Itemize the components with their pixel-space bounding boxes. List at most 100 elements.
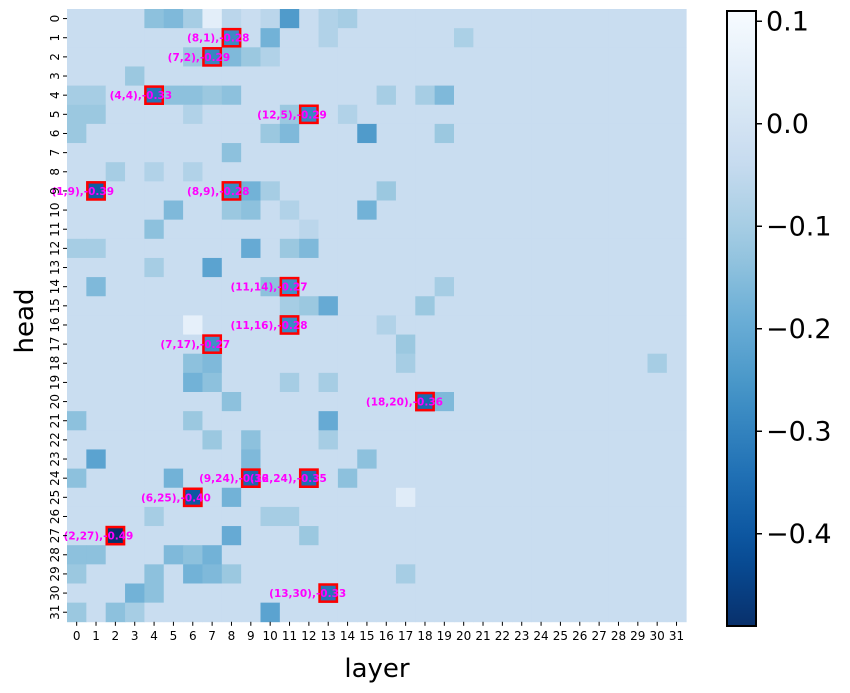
heatmap-cell: [144, 143, 165, 163]
heatmap-cell: [608, 162, 629, 182]
heatmap-cell: [531, 372, 552, 393]
heatmap-cell: [434, 564, 455, 584]
heatmap-cell: [221, 28, 242, 48]
heatmap-cell: [512, 238, 532, 259]
heatmap-cell: [86, 219, 107, 240]
heatmap-cell: [647, 123, 668, 144]
heatmap-cell: [67, 430, 87, 450]
heatmap-cell: [221, 392, 242, 412]
heatmap-cell: [647, 277, 668, 297]
heatmap-cell: [144, 353, 165, 374]
heatmap-cell: [434, 334, 455, 355]
y-tick-label: 29: [48, 566, 62, 581]
heatmap-cell: [67, 200, 87, 221]
heatmap-cell: [589, 219, 610, 240]
y-tick-label: 30: [48, 585, 62, 600]
heatmap-cell: [163, 296, 184, 316]
heatmap-cell: [473, 583, 494, 604]
heatmap-cell: [260, 411, 281, 431]
y-tick-label: 17: [48, 336, 62, 351]
heatmap-cell: [299, 602, 319, 623]
heatmap-cell: [570, 583, 590, 604]
heatmap-cell: [492, 564, 513, 584]
heatmap-cell: [589, 28, 610, 48]
heatmap-cell: [125, 104, 145, 125]
heatmap-cell: [105, 277, 126, 297]
heatmap-cell: [434, 353, 455, 374]
heatmap-cell: [666, 47, 687, 67]
heatmap-cell: [415, 143, 436, 163]
heatmap-cell: [628, 506, 648, 527]
heatmap-cell: [337, 564, 358, 584]
heatmap-cell: [647, 411, 668, 431]
heatmap-cell: [395, 583, 416, 604]
heatmap-cell: [318, 411, 339, 431]
heatmap-cell: [454, 526, 474, 546]
heatmap-cell: [105, 47, 126, 67]
heatmap-cell: [376, 487, 397, 508]
heatmap-cell: [550, 487, 571, 508]
heatmap-cell: [395, 47, 416, 67]
y-tick-label: 0: [48, 15, 62, 23]
heatmap-cell: [105, 104, 126, 125]
heatmap-cell: [125, 430, 145, 450]
highlight-box: [144, 85, 164, 105]
y-tick-label: 4: [48, 91, 62, 99]
heatmap-cell: [376, 47, 397, 67]
heatmap-cell: [86, 277, 107, 297]
heatmap-cell: [454, 181, 474, 201]
heatmap-cell: [67, 123, 87, 144]
heatmap-cell: [395, 334, 416, 355]
heatmap-cell: [415, 411, 436, 431]
heatmap-cell: [163, 9, 184, 29]
heatmap-cell: [260, 602, 281, 623]
heatmap-cell: [183, 123, 203, 144]
x-tick-label: 24: [533, 629, 548, 643]
heatmap-cell: [279, 411, 300, 431]
heatmap-cell: [473, 602, 494, 623]
heatmap-cell: [550, 353, 571, 374]
heatmap-cell: [221, 296, 242, 316]
heatmap-cell: [279, 545, 300, 565]
heatmap-cell: [531, 143, 552, 163]
heatmap-cell: [395, 123, 416, 144]
heatmap-cell: [163, 315, 184, 335]
heatmap-cell: [221, 372, 242, 393]
heatmap-cell: [666, 583, 687, 604]
heatmap-cell: [279, 602, 300, 623]
heatmap-cell: [260, 9, 281, 29]
heatmap-cell: [647, 257, 668, 278]
heatmap-cell: [512, 602, 532, 623]
heatmap-cell: [221, 200, 242, 221]
heatmap-cell: [357, 602, 377, 623]
heatmap-cell: [105, 66, 126, 86]
heatmap-cell: [318, 334, 339, 355]
heatmap-cell: [492, 583, 513, 604]
heatmap-cell: [589, 487, 610, 508]
heatmap-cell: [260, 238, 281, 259]
heatmap-cell: [628, 123, 648, 144]
heatmap-cell: [473, 526, 494, 546]
heatmap-cell: [376, 392, 397, 412]
heatmap-cell: [241, 583, 261, 604]
heatmap-cell: [260, 104, 281, 125]
heatmap-cell: [647, 104, 668, 125]
heatmap-cell: [183, 353, 203, 374]
heatmap-cell: [183, 104, 203, 125]
heatmap-cell: [241, 372, 261, 393]
heatmap-cell: [241, 506, 261, 527]
heatmap-cell: [357, 334, 377, 355]
heatmap-cell: [589, 162, 610, 182]
heatmap-cell: [299, 66, 319, 86]
heatmap-cell: [434, 219, 455, 240]
heatmap-cell: [512, 526, 532, 546]
heatmap-cell: [163, 583, 184, 604]
heatmap-cell: [492, 277, 513, 297]
heatmap-cell: [395, 85, 416, 106]
heatmap-cell: [67, 238, 87, 259]
y-tick-label: 1: [48, 34, 62, 42]
heatmap-cell: [666, 257, 687, 278]
heatmap-cell: [376, 506, 397, 527]
heatmap-cell: [550, 200, 571, 221]
heatmap-cell: [299, 506, 319, 527]
